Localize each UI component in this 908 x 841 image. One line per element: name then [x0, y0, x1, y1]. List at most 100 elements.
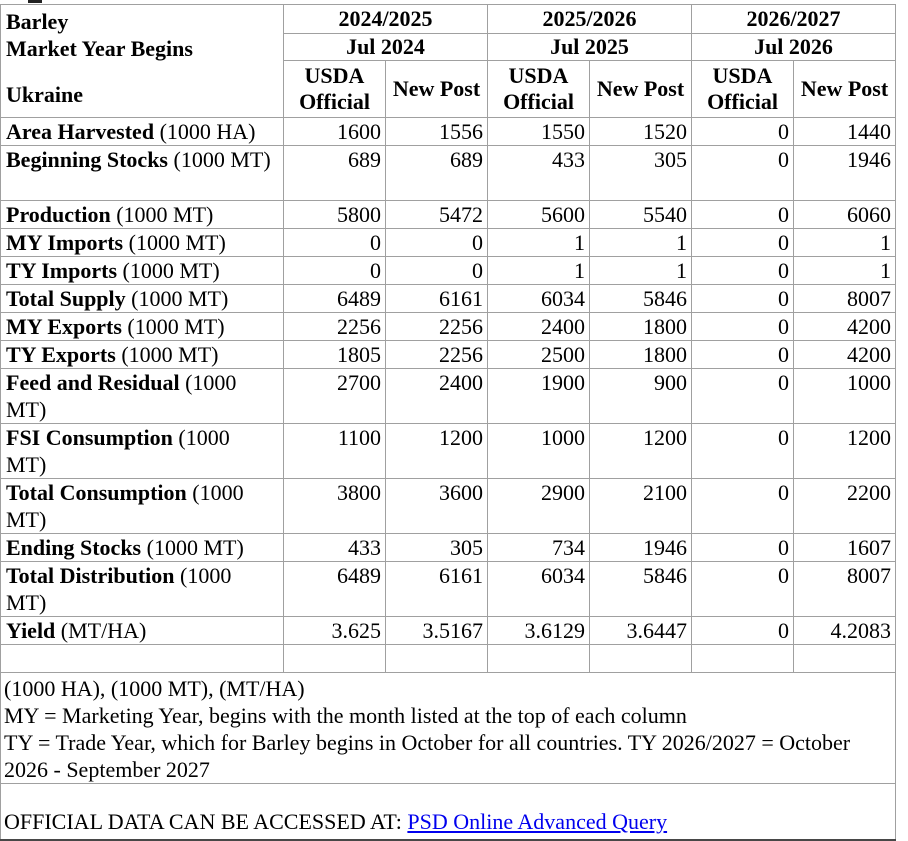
value-cell: 3.625: [283, 616, 386, 645]
row-unit: (1000 MT): [6, 563, 232, 615]
value-cell: 1800: [589, 340, 692, 369]
value-cell: [283, 644, 386, 673]
value-cell: 5846: [589, 561, 692, 617]
footnotes-row: (1000 HA), (1000 MT), (MT/HA) MY = Marke…: [0, 672, 896, 784]
value-cell: 6489: [283, 561, 386, 617]
row-unit: (1000 MT): [131, 286, 229, 311]
row-label-cell: FSI Consumption (1000 MT): [0, 423, 284, 479]
row-unit: (1000 HA): [159, 119, 256, 144]
value-cell: 1200: [589, 423, 692, 479]
value-cell: 6161: [385, 561, 488, 617]
psd-online-link[interactable]: PSD Online Advanced Query: [407, 808, 668, 834]
value-cell: 2700: [283, 368, 386, 424]
value-cell: 2400: [385, 368, 488, 424]
value-cell: 1000: [487, 423, 590, 479]
value-cell: 0: [691, 145, 794, 201]
value-cell: 3800: [283, 478, 386, 534]
value-cell: 0: [691, 423, 794, 479]
value-cell: 3600: [385, 478, 488, 534]
value-cell: 1805: [283, 340, 386, 369]
value-cell: 1000: [793, 368, 896, 424]
value-cell: 6161: [385, 284, 488, 313]
row-label: MY Exports: [6, 314, 122, 339]
value-cell: 1550: [487, 117, 590, 146]
value-cell: 5540: [589, 200, 692, 229]
row-label-cell: Beginning Stocks (1000 MT): [0, 145, 284, 201]
row-label: MY Imports: [6, 230, 124, 255]
year-header-2026-2027: 2026/2027: [691, 4, 896, 34]
row-label: TY Exports: [6, 342, 116, 367]
value-cell: 433: [487, 145, 590, 201]
value-cell: 689: [385, 145, 488, 201]
row-unit: (MT/HA): [60, 618, 147, 643]
table-corner-cell: Barley Market Year Begins Ukraine: [0, 4, 284, 118]
table-row-yield: Yield (MT/HA) 3.625 3.5167 3.6129 3.6447…: [0, 616, 896, 645]
value-cell: 2256: [385, 340, 488, 369]
value-cell: 3.6129: [487, 616, 590, 645]
value-cell: 0: [283, 256, 386, 285]
table-row-fsi-consumption: FSI Consumption (1000 MT) 1100 1200 1000…: [0, 423, 896, 479]
value-cell: 0: [691, 533, 794, 562]
official-data-row: OFFICIAL DATA CAN BE ACCESSED AT: PSD On…: [0, 783, 896, 840]
value-cell: 0: [691, 561, 794, 617]
value-cell: 1: [589, 256, 692, 285]
value-cell: 0: [691, 117, 794, 146]
row-label-cell: Total Supply (1000 MT): [0, 284, 284, 313]
commodity-name: Barley: [6, 9, 69, 34]
footnotes-cell: (1000 HA), (1000 MT), (MT/HA) MY = Marke…: [0, 672, 896, 784]
value-cell: 0: [691, 312, 794, 341]
value-cell: [691, 644, 794, 673]
value-cell: 6034: [487, 561, 590, 617]
value-cell: 5472: [385, 200, 488, 229]
value-cell: 1: [589, 228, 692, 257]
row-unit: (1000 MT): [6, 480, 244, 532]
country-name: Ukraine: [6, 82, 83, 107]
value-cell: 0: [691, 284, 794, 313]
row-label-cell: Production (1000 MT): [0, 200, 284, 229]
table-row-empty: [0, 644, 896, 673]
value-cell: 1946: [793, 145, 896, 201]
value-cell: [385, 644, 488, 673]
value-cell: 0: [691, 256, 794, 285]
source-header-new-post: New Post: [385, 60, 488, 118]
row-label-cell: [0, 644, 284, 673]
row-label: Ending Stocks: [6, 535, 142, 560]
value-cell: 1556: [385, 117, 488, 146]
value-cell: 0: [385, 228, 488, 257]
table-row-area-harvested: Area Harvested (1000 HA) 1600 1556 1550 …: [0, 117, 896, 146]
value-cell: 5800: [283, 200, 386, 229]
row-label-cell: Ending Stocks (1000 MT): [0, 533, 284, 562]
value-cell: 1946: [589, 533, 692, 562]
value-cell: 4200: [793, 312, 896, 341]
value-cell: 3.6447: [589, 616, 692, 645]
month-header-jul-2025: Jul 2025: [487, 33, 692, 61]
header-year-row: Barley Market Year Begins Ukraine 2024/2…: [0, 4, 896, 118]
row-label: Total Supply: [6, 286, 126, 311]
value-cell: 4200: [793, 340, 896, 369]
value-cell: 1607: [793, 533, 896, 562]
value-cell: 2900: [487, 478, 590, 534]
year-header-2025-2026: 2025/2026: [487, 4, 692, 34]
official-data-text: OFFICIAL DATA CAN BE ACCESSED AT:: [4, 808, 408, 834]
month-header-jul-2026: Jul 2026: [691, 33, 896, 61]
value-cell: 1520: [589, 117, 692, 146]
row-unit: (1000 MT): [128, 230, 226, 255]
row-label-cell: TY Exports (1000 MT): [0, 340, 284, 369]
value-cell: 1200: [793, 423, 896, 479]
row-label: Yield: [6, 618, 56, 643]
value-cell: 2100: [589, 478, 692, 534]
row-label-cell: Total Consumption (1000 MT): [0, 478, 284, 534]
row-unit: (1000 MT): [6, 425, 230, 477]
value-cell: 0: [691, 478, 794, 534]
value-cell: 0: [691, 616, 794, 645]
table-row-ty-imports: TY Imports (1000 MT) 0 0 1 1 0 1: [0, 256, 896, 285]
month-header-jul-2024: Jul 2024: [283, 33, 488, 61]
value-cell: 0: [283, 228, 386, 257]
table-row-total-distribution: Total Distribution (1000 MT) 6489 6161 6…: [0, 561, 896, 617]
source-header-usda-official: USDA Official: [487, 60, 590, 118]
value-cell: 6060: [793, 200, 896, 229]
row-label-cell: MY Exports (1000 MT): [0, 312, 284, 341]
header-month-row: Jul 2024 Jul 2025 Jul 2026: [1, 33, 896, 61]
row-label-cell: MY Imports (1000 MT): [0, 228, 284, 257]
row-unit: (1000 MT): [173, 147, 271, 172]
